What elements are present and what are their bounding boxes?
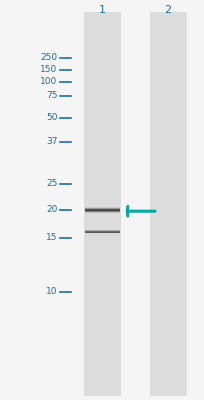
Text: 50: 50 <box>46 114 57 122</box>
Text: 2: 2 <box>164 5 171 15</box>
Text: 75: 75 <box>46 92 57 100</box>
Text: 150: 150 <box>40 66 57 74</box>
Text: 1: 1 <box>99 5 105 15</box>
Text: 250: 250 <box>40 54 57 62</box>
Bar <box>149 12 186 396</box>
Bar <box>84 12 120 396</box>
Text: 20: 20 <box>46 206 57 214</box>
Text: 100: 100 <box>40 78 57 86</box>
Text: 37: 37 <box>46 138 57 146</box>
Text: 25: 25 <box>46 180 57 188</box>
Text: 10: 10 <box>46 288 57 296</box>
Text: 15: 15 <box>46 234 57 242</box>
